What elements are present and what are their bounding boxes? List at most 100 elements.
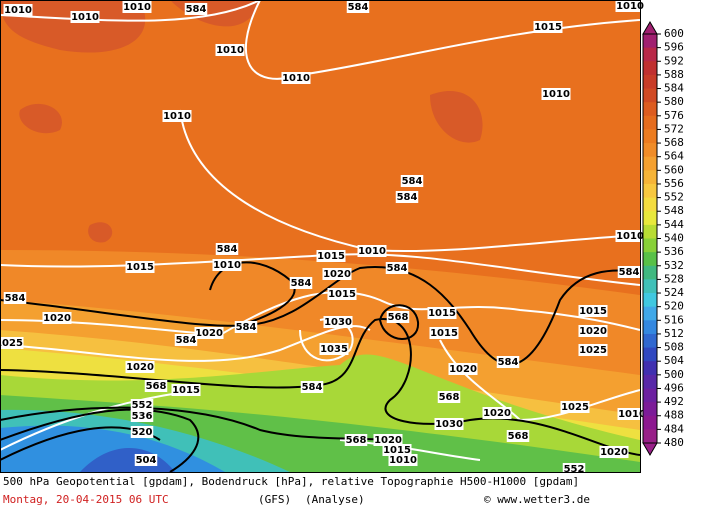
contour-label-bg bbox=[215, 243, 239, 255]
colorbar-tick-label: 540 bbox=[664, 232, 684, 245]
contour-labels: 5845841010101010101010101010101015101010… bbox=[0, 0, 647, 475]
contour-label-bg bbox=[578, 344, 608, 356]
colorbar-swatch bbox=[643, 143, 657, 158]
colorbar-tick-label: 512 bbox=[664, 327, 684, 340]
contour-label: 1015 bbox=[383, 445, 411, 456]
contour-label: 584 bbox=[498, 357, 519, 368]
contour-label-bg bbox=[388, 454, 418, 466]
colorbar-tick-label: 504 bbox=[664, 354, 684, 367]
contour-label: 552 bbox=[564, 464, 585, 475]
contour-label: 1010 bbox=[163, 111, 191, 122]
contour-label-bg bbox=[162, 110, 192, 122]
colorbar-swatch bbox=[643, 170, 657, 185]
colorbar-tick-label: 560 bbox=[664, 163, 684, 176]
footer-model: (GFS) bbox=[258, 493, 291, 506]
contour-label: 1020 bbox=[374, 435, 402, 446]
colorbar-swatch bbox=[643, 415, 657, 430]
contour-label: 1010 bbox=[616, 1, 644, 12]
colorbar-tick-label: 496 bbox=[664, 381, 684, 394]
contour-label-bg bbox=[212, 259, 242, 271]
contour-label-bg bbox=[357, 245, 387, 257]
contour-label-bg bbox=[125, 361, 155, 373]
contour-label: 584 bbox=[619, 267, 640, 278]
colorbar-tick-label: 532 bbox=[664, 259, 684, 272]
colorbar-swatch bbox=[643, 34, 657, 49]
contour-label: 1020 bbox=[579, 326, 607, 337]
colorbar-swatch bbox=[643, 197, 657, 212]
contour-label-bg bbox=[130, 410, 154, 422]
contour-label: 584 bbox=[5, 293, 26, 304]
contour-label-bg bbox=[533, 21, 563, 33]
colorbar-swatch bbox=[643, 361, 657, 376]
colorbar-tick-label: 580 bbox=[664, 95, 684, 108]
colorbar: 6005965925885845805765725685645605565525… bbox=[642, 21, 684, 456]
contour-label: 1015 bbox=[579, 306, 607, 317]
contour-label: 568 bbox=[439, 392, 460, 403]
contour-label: 1010 bbox=[4, 5, 32, 16]
contour-label: 568 bbox=[346, 435, 367, 446]
contour-label-bg bbox=[429, 327, 459, 339]
contour-label: 1025 bbox=[579, 345, 607, 356]
colorbar-tick-label: 600 bbox=[664, 27, 684, 40]
contour-label: 1010 bbox=[542, 89, 570, 100]
contour-label-bg bbox=[386, 311, 410, 323]
contour-label-bg bbox=[323, 316, 353, 328]
contour-label-bg bbox=[42, 312, 72, 324]
colorbar-tick-label: 584 bbox=[664, 82, 684, 95]
contour-label-bg bbox=[437, 391, 461, 403]
contour-label: 584 bbox=[387, 263, 408, 274]
colorbar-tick-label: 588 bbox=[664, 68, 684, 81]
contour-label: 1015 bbox=[430, 328, 458, 339]
contour-label-bg bbox=[134, 454, 158, 466]
contour-label-bg bbox=[3, 4, 33, 16]
colorbar-tick-label: 508 bbox=[664, 341, 684, 354]
colorbar-tick-label: 572 bbox=[664, 122, 684, 135]
contour-label: 1010 bbox=[123, 2, 151, 13]
colorbar-tick-label: 556 bbox=[664, 177, 684, 190]
colorbar-swatch bbox=[643, 47, 657, 62]
contour-label-bg bbox=[184, 3, 208, 15]
contour-label: 568 bbox=[146, 381, 167, 392]
contour-label: 1020 bbox=[483, 408, 511, 419]
colorbar-swatch bbox=[643, 74, 657, 90]
contour-label-bg bbox=[344, 434, 368, 446]
contour-label: 1020 bbox=[126, 362, 154, 373]
contour-label-bg bbox=[427, 307, 457, 319]
colorbar-swatch bbox=[643, 115, 657, 130]
contour-label: 1025 bbox=[561, 402, 589, 413]
contour-label: 584 bbox=[302, 382, 323, 393]
contour-label: 1010 bbox=[358, 246, 386, 257]
colorbar-swatch bbox=[643, 156, 657, 171]
contour-label-bg bbox=[171, 384, 201, 396]
colorbar-tick-label: 484 bbox=[664, 422, 684, 435]
colorbar-tick-label: 516 bbox=[664, 313, 684, 326]
contour-label-bg bbox=[482, 407, 512, 419]
colorbar-swatch bbox=[643, 388, 657, 403]
colorbar-tick-label: 596 bbox=[664, 41, 684, 54]
contour-label: 584 bbox=[348, 2, 369, 13]
footer-credit: © www.wetter3.de bbox=[484, 493, 590, 506]
contour-label-bg bbox=[395, 191, 419, 203]
field-dark bbox=[0, 0, 483, 243]
colorbar-tick-label: 568 bbox=[664, 136, 684, 149]
contour-label: 1020 bbox=[449, 364, 477, 375]
colorbar-arrow-bottom bbox=[642, 442, 658, 456]
contour-label-bg bbox=[578, 305, 608, 317]
contour-label: 1010 bbox=[282, 73, 310, 84]
contour-label-bg bbox=[144, 380, 168, 392]
colorbar-swatch bbox=[643, 306, 657, 321]
isobar bbox=[0, 291, 641, 337]
colorbar-tick-label: 544 bbox=[664, 218, 684, 231]
contour-label: 1015 bbox=[328, 289, 356, 300]
footer-run: (Analyse) bbox=[305, 493, 365, 506]
contour-label-bg bbox=[615, 0, 645, 12]
contour-label-bg bbox=[70, 11, 100, 23]
colorbar-swatch bbox=[643, 402, 657, 417]
contour-label: 1010 bbox=[616, 231, 644, 242]
contour-label: 536 bbox=[132, 411, 153, 422]
colorbar-swatch bbox=[643, 265, 657, 280]
contour-label-bg bbox=[434, 418, 464, 430]
colorbar-tick-label: 592 bbox=[664, 54, 684, 67]
contour-label-bg bbox=[319, 343, 349, 355]
contour-label-bg bbox=[400, 175, 424, 187]
